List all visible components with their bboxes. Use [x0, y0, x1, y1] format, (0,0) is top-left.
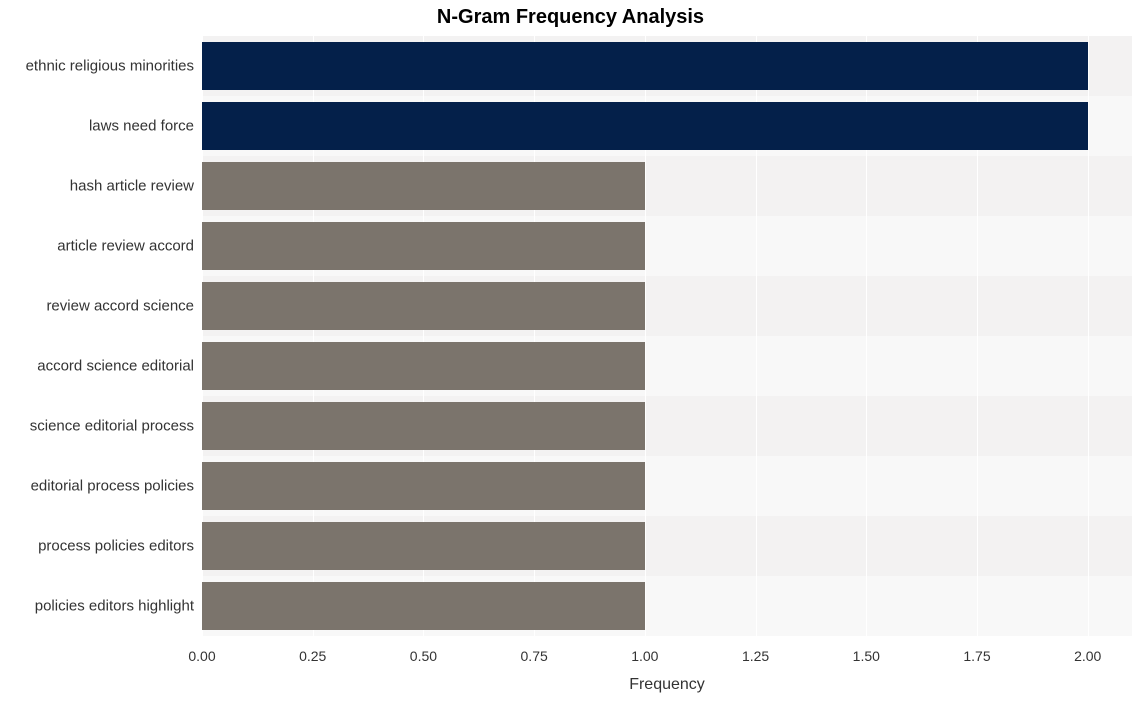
y-tick-label: hash article review	[70, 178, 202, 195]
x-tick-label: 0.75	[521, 636, 548, 664]
x-tick-label: 0.50	[410, 636, 437, 664]
bar	[202, 282, 645, 330]
bar	[202, 342, 645, 390]
bar	[202, 222, 645, 270]
bar	[202, 462, 645, 510]
chart-title: N-Gram Frequency Analysis	[0, 6, 1141, 29]
x-axis-label: Frequency	[202, 676, 1132, 694]
x-tick-label: 1.75	[963, 636, 990, 664]
y-tick-label: process policies editors	[38, 538, 202, 555]
bar	[202, 42, 1088, 90]
y-tick-label: laws need force	[89, 118, 202, 135]
bar	[202, 402, 645, 450]
plot-area: Frequency ethnic religious minoritieslaw…	[202, 36, 1132, 636]
bar	[202, 162, 645, 210]
x-tick-label: 1.00	[631, 636, 658, 664]
x-tick-label: 2.00	[1074, 636, 1101, 664]
bar	[202, 522, 645, 570]
ngram-frequency-chart: N-Gram Frequency Analysis Frequency ethn…	[0, 0, 1141, 701]
gridline	[1088, 36, 1089, 636]
x-tick-label: 0.00	[188, 636, 215, 664]
y-tick-label: article review accord	[57, 238, 202, 255]
bar	[202, 582, 645, 630]
y-tick-label: ethnic religious minorities	[26, 58, 202, 75]
x-tick-label: 1.25	[742, 636, 769, 664]
x-tick-label: 0.25	[299, 636, 326, 664]
y-tick-label: editorial process policies	[31, 478, 202, 495]
y-tick-label: review accord science	[46, 298, 202, 315]
y-tick-label: policies editors highlight	[35, 598, 202, 615]
bar	[202, 102, 1088, 150]
x-tick-label: 1.50	[853, 636, 880, 664]
y-tick-label: science editorial process	[30, 418, 202, 435]
y-tick-label: accord science editorial	[37, 358, 202, 375]
